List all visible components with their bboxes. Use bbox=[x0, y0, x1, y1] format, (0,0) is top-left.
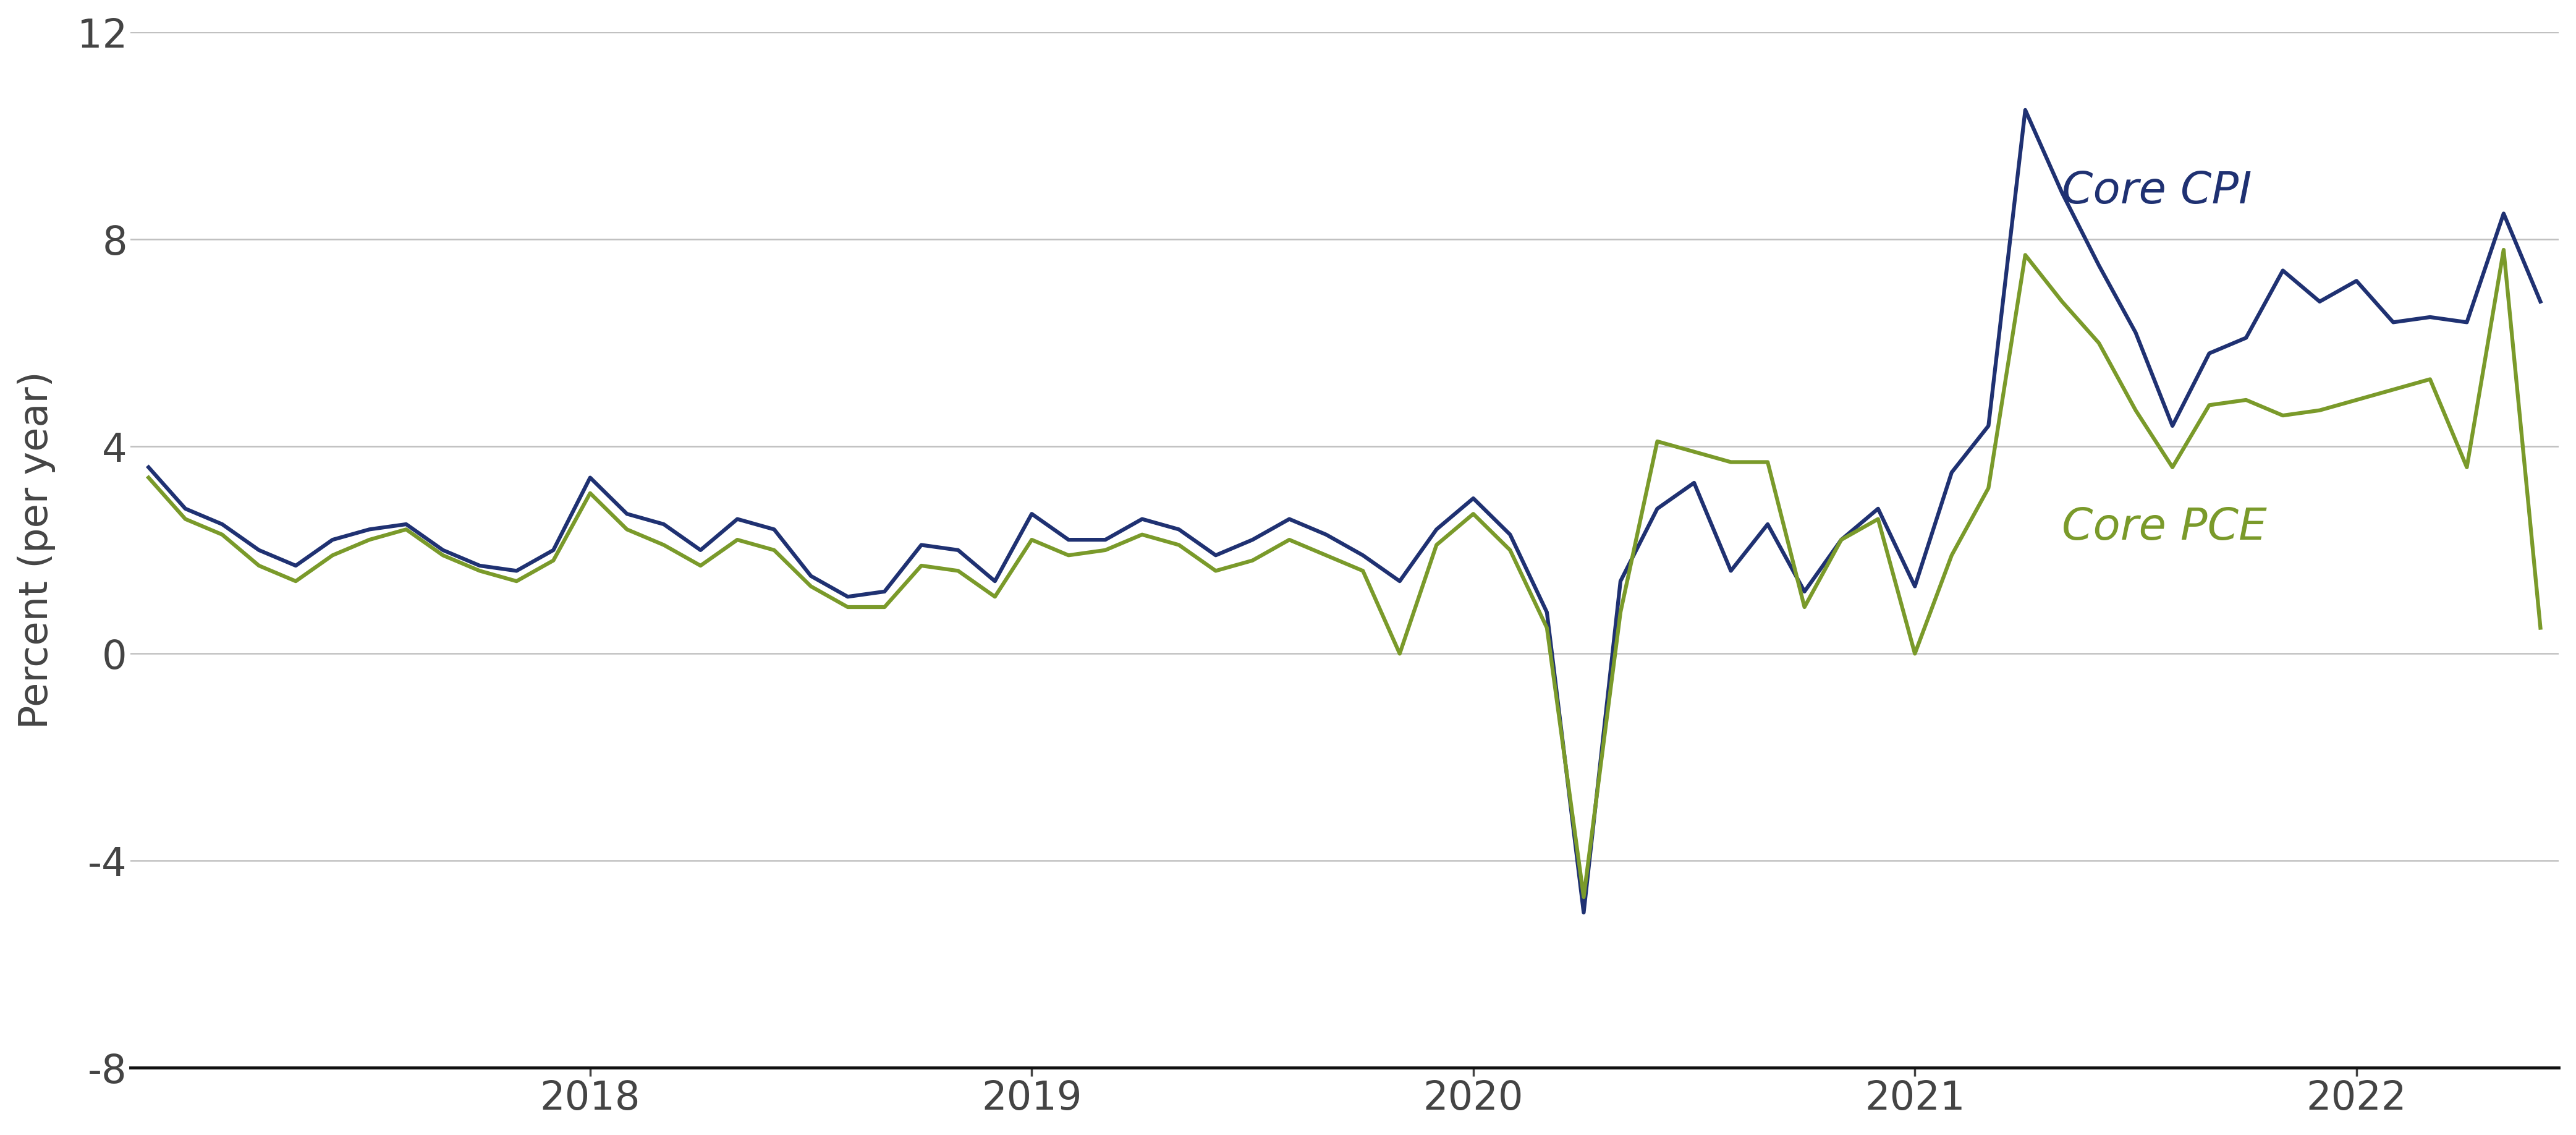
Y-axis label: Percent (per year): Percent (per year) bbox=[18, 371, 57, 729]
Text: Core CPI: Core CPI bbox=[2061, 170, 2251, 212]
Text: Core PCE: Core PCE bbox=[2061, 506, 2267, 549]
